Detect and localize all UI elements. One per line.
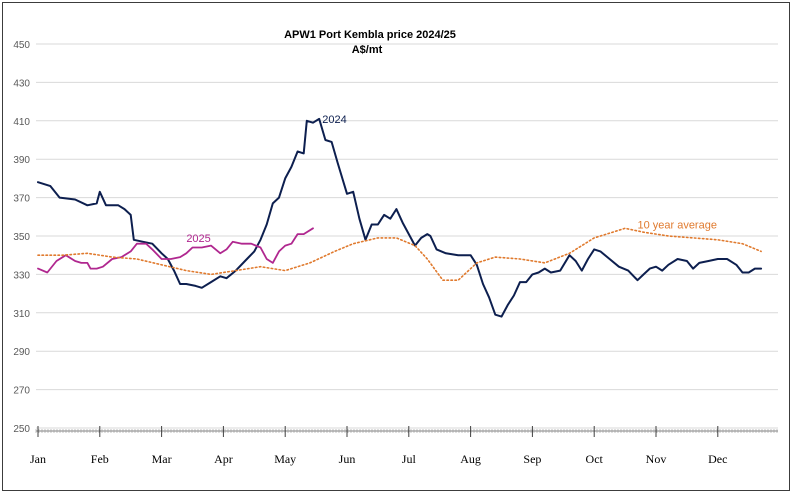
x-tick-label: Sep <box>523 452 541 466</box>
x-axis: Jan Feb Mar Apr May Jun Jul Aug Sep Oct Nov Dec <box>30 426 778 466</box>
chart-title: APW1 Port Kembla price 2024/25 <box>284 29 456 41</box>
series-annotations: 2024 2025 10 year average <box>186 114 717 245</box>
y-tick-label: 310 <box>13 309 30 320</box>
x-tick-label: Dec <box>708 452 727 466</box>
x-tick-label: Apr <box>214 452 233 466</box>
y-tick-label: 290 <box>13 347 30 358</box>
x-tick-label: Jun <box>339 452 356 466</box>
x-tick-label: Mar <box>152 452 172 466</box>
y-tick-label: 410 <box>13 117 30 128</box>
y-tick-label: 330 <box>13 270 30 281</box>
x-tick-label: Feb <box>91 452 109 466</box>
x-tick-label: Jan <box>30 452 46 466</box>
series-annotation: 2025 <box>186 233 210 245</box>
y-tick-label: 430 <box>13 78 30 89</box>
x-tick-label: May <box>274 452 296 466</box>
x-tick-label: Nov <box>646 452 667 466</box>
series-line-1 <box>37 227 314 274</box>
series-annotation: 10 year average <box>637 219 717 231</box>
y-tick-label: 390 <box>13 155 30 166</box>
y-tick-label: 250 <box>13 424 30 435</box>
series-annotation: 2024 <box>322 114 346 126</box>
y-tick-label: 450 <box>13 40 30 51</box>
series-line-0 <box>37 117 763 318</box>
x-tick-label: Aug <box>460 452 481 466</box>
gridlines <box>36 43 778 429</box>
y-tick-label: 270 <box>13 386 30 397</box>
series-lines <box>37 117 763 318</box>
y-tick-label: 370 <box>13 194 30 205</box>
x-tick-label: Jul <box>402 452 417 466</box>
y-axis-ticks: 250 270 290 310 330 350 370 390 410 430 450 <box>13 40 30 435</box>
series-line-2 <box>37 227 762 281</box>
y-tick-label: 350 <box>13 232 30 243</box>
x-tick-label: Oct <box>586 452 604 466</box>
chart-subtitle: A$/mt <box>352 44 383 56</box>
